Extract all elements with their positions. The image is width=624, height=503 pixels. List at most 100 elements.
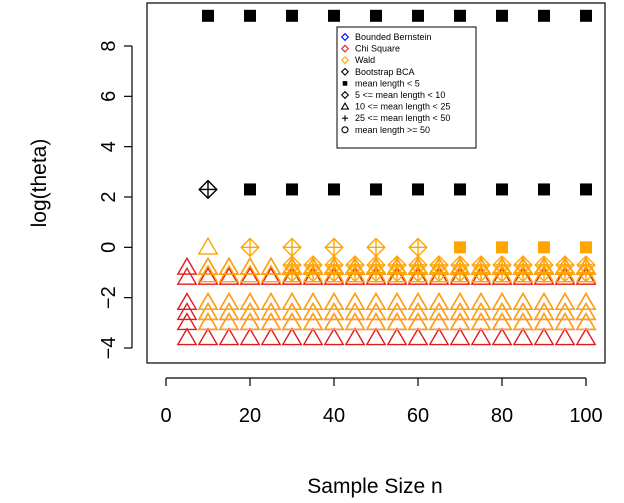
point-wald_diamond_plus_zero	[240, 237, 260, 258]
point-wald_triangles	[239, 264, 261, 283]
point-wald_triangles	[281, 292, 303, 311]
point-wald_triangles	[449, 312, 471, 331]
point-chi_triangles-triangle	[302, 292, 324, 311]
point-black_square_high	[328, 9, 340, 22]
point-chi_triangles	[323, 292, 345, 311]
point-chi_triangles	[176, 302, 198, 321]
legend-method-label: Bootstrap BCA	[355, 67, 415, 77]
point-black_square_mid-square	[328, 183, 340, 196]
point-wald_triangles	[533, 302, 555, 321]
point-black_square_mid	[580, 183, 592, 196]
point-wald_triangles	[512, 292, 534, 311]
point-wald_diamond_plus_zero	[408, 237, 428, 258]
point-chi_triangles-triangle	[512, 327, 534, 346]
legend-entry-method: Chi Square	[340, 44, 400, 54]
point-wald_triangles-triangle	[407, 312, 429, 331]
point-wald_triangles-triangle	[260, 292, 282, 311]
point-wald_triangles-triangle	[260, 302, 282, 321]
point-chi_triangles-triangle	[176, 266, 198, 285]
legend-entry-length: 10 <= mean length < 25	[340, 102, 450, 112]
point-wald_triangles	[281, 312, 303, 331]
point-chi_triangles	[428, 327, 450, 346]
point-chi_triangles-triangle	[554, 292, 576, 311]
point-black_square_high-square	[454, 9, 466, 22]
point-wald_triangles-triangle	[239, 256, 261, 275]
legend-length-symbol	[340, 102, 350, 110]
point-wald_triangles	[365, 302, 387, 321]
y-tick-label: −2	[98, 286, 120, 309]
point-wald_diamonds	[471, 262, 491, 283]
point-chi_triangles-triangle	[344, 327, 366, 346]
point-black_diamond_plus	[198, 179, 218, 200]
point-wald_triangles-triangle	[239, 264, 261, 283]
point-wald_triangles	[218, 312, 240, 331]
point-wald_triangles-triangle	[260, 264, 282, 283]
legend-entry-length: 5 <= mean length < 10	[340, 90, 445, 100]
point-chi_triangles	[386, 327, 408, 346]
point-chi_triangles-triangle	[239, 292, 261, 311]
point-wald_triangles	[197, 256, 219, 275]
point-wald_triangles-triangle	[575, 292, 597, 311]
point-wald_triangles	[512, 302, 534, 321]
legend-method-label: Wald	[355, 55, 375, 65]
point-wald_triangles-triangle	[386, 292, 408, 311]
point-wald_triangles-triangle	[302, 312, 324, 331]
x-tick-label: 20	[239, 405, 261, 427]
point-wald_triangle_zero	[197, 236, 219, 255]
point-wald_triangles-triangle	[554, 302, 576, 321]
point-wald_diamonds	[429, 262, 449, 283]
x-tick-label: 0	[160, 405, 171, 427]
point-wald_triangles-triangle	[344, 312, 366, 331]
point-wald_squares_zero-square	[496, 241, 508, 254]
point-black_square_mid-square	[454, 183, 466, 196]
point-wald_triangles-triangle	[197, 256, 219, 275]
legend-method-symbol	[340, 67, 350, 76]
point-wald_triangles	[491, 302, 513, 321]
legend-entry-length: 25 <= mean length < 50	[342, 113, 450, 123]
point-wald_triangles-triangle	[260, 312, 282, 331]
point-chi_triangles-triangle	[491, 327, 513, 346]
point-wald_triangles-triangle	[449, 302, 471, 321]
point-chi_triangles-triangle	[365, 292, 387, 311]
point-wald_triangles-triangle	[428, 292, 450, 311]
point-wald_triangles	[386, 312, 408, 331]
point-wald_triangles	[260, 312, 282, 331]
point-wald_triangles-triangle	[491, 302, 513, 321]
y-tick-label: 0	[98, 242, 120, 253]
point-chi_triangles	[512, 327, 534, 346]
point-black_square_mid	[286, 183, 298, 196]
point-chi_triangles-triangle	[554, 327, 576, 346]
point-wald_triangles	[491, 292, 513, 311]
point-wald_triangles-triangle	[533, 302, 555, 321]
point-chi_triangles	[365, 327, 387, 346]
point-wald_triangles	[239, 292, 261, 311]
point-wald_triangles	[323, 302, 345, 321]
point-wald_triangles	[428, 312, 450, 331]
point-wald_triangles-triangle	[281, 302, 303, 321]
point-wald_squares_zero	[496, 241, 508, 254]
point-chi_triangles-triangle	[386, 327, 408, 346]
point-chi_triangles-triangle	[428, 327, 450, 346]
point-wald_triangles-triangle	[344, 302, 366, 321]
point-wald_diamonds	[324, 262, 344, 283]
point-wald_triangles	[218, 264, 240, 283]
point-wald_triangles-triangle	[239, 312, 261, 331]
point-chi_triangles-triangle	[575, 292, 597, 311]
point-chi_triangles	[176, 327, 198, 346]
point-black_square_high	[286, 9, 298, 22]
point-chi_triangles	[554, 292, 576, 311]
point-wald_triangles-triangle	[533, 292, 555, 311]
point-wald_triangles	[365, 312, 387, 331]
point-wald_triangles-triangle	[218, 292, 240, 311]
point-wald_triangles	[197, 312, 219, 331]
point-wald_triangles	[323, 312, 345, 331]
point-chi_triangles-triangle	[176, 292, 198, 311]
point-chi_triangles	[428, 292, 450, 311]
point-wald_triangles-triangle	[512, 312, 534, 331]
point-wald_triangles-triangle	[197, 292, 219, 311]
point-chi_triangles	[407, 327, 429, 346]
point-black_square_mid	[328, 183, 340, 196]
point-chi_triangles	[323, 327, 345, 346]
point-wald_triangles-triangle	[428, 312, 450, 331]
point-wald_triangles-triangle	[386, 302, 408, 321]
